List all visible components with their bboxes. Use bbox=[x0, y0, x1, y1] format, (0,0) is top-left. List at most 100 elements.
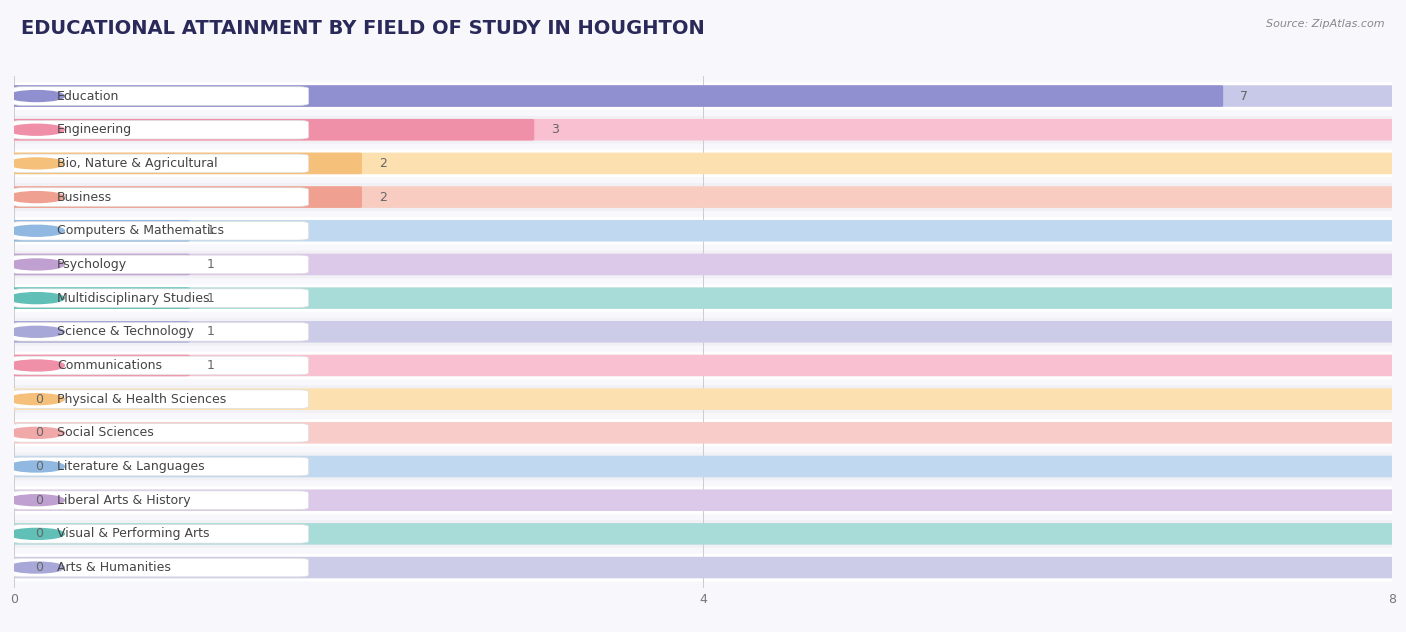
Circle shape bbox=[8, 90, 65, 102]
FancyBboxPatch shape bbox=[11, 422, 1395, 444]
Circle shape bbox=[8, 293, 65, 303]
FancyBboxPatch shape bbox=[13, 525, 308, 543]
FancyBboxPatch shape bbox=[11, 186, 1395, 208]
FancyBboxPatch shape bbox=[11, 456, 1395, 477]
Text: 1: 1 bbox=[207, 325, 215, 338]
Circle shape bbox=[8, 125, 65, 135]
FancyBboxPatch shape bbox=[13, 188, 308, 207]
Circle shape bbox=[8, 225, 65, 236]
Circle shape bbox=[8, 562, 65, 573]
Text: 2: 2 bbox=[380, 191, 387, 204]
Circle shape bbox=[8, 394, 65, 404]
FancyBboxPatch shape bbox=[11, 321, 190, 343]
Text: Multidisciplinary Studies: Multidisciplinary Studies bbox=[58, 291, 209, 305]
Text: 1: 1 bbox=[207, 224, 215, 237]
Text: Liberal Arts & History: Liberal Arts & History bbox=[58, 494, 191, 507]
Circle shape bbox=[8, 427, 65, 439]
Text: Education: Education bbox=[58, 90, 120, 102]
FancyBboxPatch shape bbox=[14, 419, 1392, 447]
FancyBboxPatch shape bbox=[11, 355, 190, 376]
Text: 1: 1 bbox=[207, 359, 215, 372]
FancyBboxPatch shape bbox=[11, 253, 190, 275]
Text: EDUCATIONAL ATTAINMENT BY FIELD OF STUDY IN HOUGHTON: EDUCATIONAL ATTAINMENT BY FIELD OF STUDY… bbox=[21, 19, 704, 38]
Text: Computers & Mathematics: Computers & Mathematics bbox=[58, 224, 224, 237]
FancyBboxPatch shape bbox=[11, 523, 1395, 545]
FancyBboxPatch shape bbox=[13, 221, 308, 240]
Text: 0: 0 bbox=[35, 561, 42, 574]
FancyBboxPatch shape bbox=[14, 318, 1392, 346]
FancyBboxPatch shape bbox=[11, 220, 1395, 241]
Text: Visual & Performing Arts: Visual & Performing Arts bbox=[58, 527, 209, 540]
Text: 0: 0 bbox=[35, 427, 42, 439]
FancyBboxPatch shape bbox=[14, 82, 1392, 110]
FancyBboxPatch shape bbox=[13, 87, 308, 106]
Text: Communications: Communications bbox=[58, 359, 162, 372]
Text: 2: 2 bbox=[380, 157, 387, 170]
Text: 3: 3 bbox=[551, 123, 560, 137]
FancyBboxPatch shape bbox=[11, 321, 1395, 343]
FancyBboxPatch shape bbox=[11, 119, 534, 140]
FancyBboxPatch shape bbox=[14, 116, 1392, 143]
FancyBboxPatch shape bbox=[14, 183, 1392, 211]
FancyBboxPatch shape bbox=[13, 423, 308, 442]
FancyBboxPatch shape bbox=[11, 389, 1395, 410]
FancyBboxPatch shape bbox=[11, 85, 1395, 107]
Text: 1: 1 bbox=[207, 258, 215, 271]
Circle shape bbox=[8, 528, 65, 539]
FancyBboxPatch shape bbox=[11, 288, 1395, 309]
Circle shape bbox=[8, 495, 65, 506]
FancyBboxPatch shape bbox=[13, 154, 308, 173]
FancyBboxPatch shape bbox=[11, 557, 1395, 578]
Text: Business: Business bbox=[58, 191, 112, 204]
FancyBboxPatch shape bbox=[14, 386, 1392, 413]
FancyBboxPatch shape bbox=[13, 289, 308, 307]
FancyBboxPatch shape bbox=[11, 355, 1395, 376]
Text: 7: 7 bbox=[1240, 90, 1249, 102]
FancyBboxPatch shape bbox=[13, 457, 308, 476]
FancyBboxPatch shape bbox=[11, 220, 190, 241]
Text: Physical & Health Sciences: Physical & Health Sciences bbox=[58, 392, 226, 406]
FancyBboxPatch shape bbox=[14, 284, 1392, 312]
FancyBboxPatch shape bbox=[11, 153, 361, 174]
FancyBboxPatch shape bbox=[11, 153, 1395, 174]
FancyBboxPatch shape bbox=[13, 255, 308, 274]
FancyBboxPatch shape bbox=[14, 520, 1392, 548]
Circle shape bbox=[8, 326, 65, 337]
Text: 0: 0 bbox=[35, 494, 42, 507]
FancyBboxPatch shape bbox=[11, 186, 361, 208]
FancyBboxPatch shape bbox=[11, 288, 190, 309]
Text: 0: 0 bbox=[35, 527, 42, 540]
Circle shape bbox=[8, 158, 65, 169]
Text: Literature & Languages: Literature & Languages bbox=[58, 460, 205, 473]
Circle shape bbox=[8, 191, 65, 202]
Text: Science & Technology: Science & Technology bbox=[58, 325, 194, 338]
FancyBboxPatch shape bbox=[13, 356, 308, 375]
Circle shape bbox=[8, 259, 65, 270]
Circle shape bbox=[8, 461, 65, 472]
Text: 0: 0 bbox=[35, 460, 42, 473]
FancyBboxPatch shape bbox=[14, 453, 1392, 480]
FancyBboxPatch shape bbox=[14, 217, 1392, 245]
Text: Source: ZipAtlas.com: Source: ZipAtlas.com bbox=[1267, 19, 1385, 29]
FancyBboxPatch shape bbox=[11, 119, 1395, 140]
FancyBboxPatch shape bbox=[14, 150, 1392, 177]
FancyBboxPatch shape bbox=[13, 491, 308, 509]
FancyBboxPatch shape bbox=[11, 85, 1223, 107]
Text: Psychology: Psychology bbox=[58, 258, 128, 271]
Text: Social Sciences: Social Sciences bbox=[58, 427, 153, 439]
FancyBboxPatch shape bbox=[11, 489, 1395, 511]
Text: 0: 0 bbox=[35, 392, 42, 406]
Text: Bio, Nature & Agricultural: Bio, Nature & Agricultural bbox=[58, 157, 218, 170]
Text: Arts & Humanities: Arts & Humanities bbox=[58, 561, 172, 574]
FancyBboxPatch shape bbox=[14, 554, 1392, 581]
FancyBboxPatch shape bbox=[13, 322, 308, 341]
FancyBboxPatch shape bbox=[13, 390, 308, 408]
FancyBboxPatch shape bbox=[14, 251, 1392, 278]
Circle shape bbox=[8, 360, 65, 371]
FancyBboxPatch shape bbox=[14, 487, 1392, 514]
FancyBboxPatch shape bbox=[13, 121, 308, 139]
Text: Engineering: Engineering bbox=[58, 123, 132, 137]
Text: 1: 1 bbox=[207, 291, 215, 305]
FancyBboxPatch shape bbox=[13, 558, 308, 577]
FancyBboxPatch shape bbox=[11, 253, 1395, 275]
